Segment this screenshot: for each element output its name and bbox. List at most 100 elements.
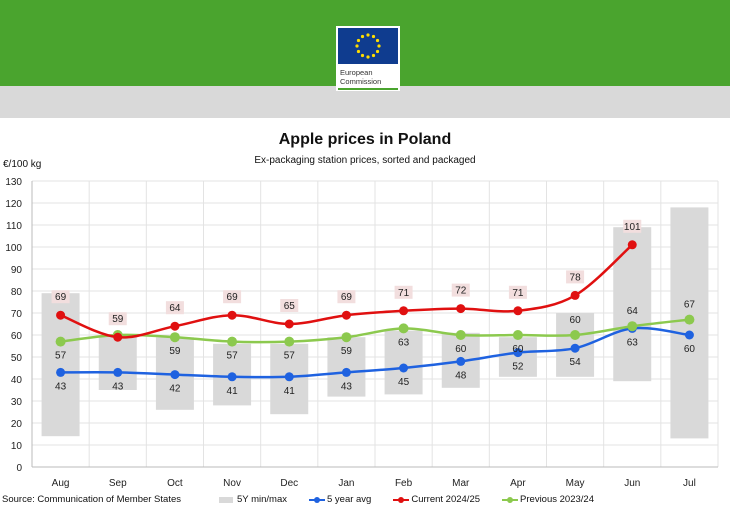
x-tick-label: Nov <box>223 478 241 489</box>
data-label-avg: 54 <box>570 357 582 368</box>
data-point-previous <box>284 336 295 347</box>
x-tick-label: Jan <box>338 478 354 489</box>
x-tick-label: Sep <box>109 478 127 489</box>
data-point-previous <box>455 330 466 340</box>
data-label-current: 101 <box>624 222 641 233</box>
data-label-avg: 43 <box>112 381 124 392</box>
y-axis-label: €/100 kg <box>3 159 42 170</box>
data-label-avg: 41 <box>284 386 296 397</box>
x-tick-label: Feb <box>395 478 413 489</box>
data-point-avg <box>399 363 409 373</box>
data-point-avg <box>284 372 294 382</box>
legend-avg: 5 year avg <box>308 494 371 505</box>
data-label-current: 72 <box>455 286 467 297</box>
data-label-current: 65 <box>284 301 296 312</box>
data-point-avg <box>113 367 123 377</box>
data-point-previous <box>55 336 66 347</box>
data-point-current <box>399 306 409 316</box>
y-tick-label: 30 <box>11 397 23 408</box>
data-label-previous: 59 <box>169 346 181 357</box>
european-commission-logo: European Commission <box>336 26 400 91</box>
x-tick-label: Jul <box>683 478 696 489</box>
data-label-current: 78 <box>570 272 582 283</box>
data-point-current <box>284 319 294 329</box>
y-tick-label: 70 <box>11 309 23 320</box>
data-label-current: 59 <box>112 314 124 325</box>
header-strip <box>0 86 730 118</box>
data-point-current <box>113 332 123 342</box>
data-point-avg <box>513 348 523 358</box>
y-tick-label: 40 <box>11 375 23 386</box>
data-label-bg <box>223 290 242 304</box>
band-bar <box>384 330 423 395</box>
data-label-avg: 45 <box>398 377 410 388</box>
data-point-previous <box>627 321 638 332</box>
data-point-current <box>570 290 580 300</box>
data-label-previous: 67 <box>684 300 696 311</box>
data-point-current <box>513 306 523 316</box>
data-label-previous: 63 <box>398 337 410 348</box>
data-label-previous: 57 <box>55 351 67 362</box>
data-label-avg: 42 <box>169 384 181 395</box>
data-label-previous: 57 <box>284 351 296 362</box>
y-tick-label: 120 <box>5 199 22 210</box>
data-label-current: 71 <box>398 288 410 299</box>
data-point-previous <box>684 314 695 325</box>
x-tick-label: Dec <box>280 478 298 489</box>
legend-current: Current 2024/25 <box>393 494 480 505</box>
x-tick-label: May <box>566 478 585 489</box>
data-label-avg: 43 <box>55 381 67 392</box>
data-label-bg <box>451 283 470 297</box>
x-tick-label: Jun <box>624 478 640 489</box>
y-tick-label: 110 <box>6 221 22 232</box>
series-line-avg <box>60 326 690 379</box>
y-tick-label: 50 <box>11 353 23 364</box>
data-point-current <box>227 310 237 320</box>
data-point-previous <box>398 323 409 334</box>
x-tick-label: Mar <box>452 478 470 489</box>
data-point-previous <box>169 332 180 343</box>
data-label-avg: 48 <box>455 370 467 381</box>
data-label-previous: 60 <box>455 344 467 355</box>
y-tick-label: 90 <box>11 265 23 276</box>
y-tick-label: 80 <box>11 287 23 298</box>
band-bar <box>613 227 652 382</box>
source-note: Source: Communication of Member States <box>2 494 181 505</box>
y-tick-label: 20 <box>11 419 23 430</box>
data-label-avg: 63 <box>627 337 639 348</box>
data-point-previous <box>570 330 581 340</box>
data-label-previous: 64 <box>627 306 639 317</box>
chart-title: Apple prices in Poland <box>278 131 452 148</box>
data-label-avg: 43 <box>341 381 353 392</box>
data-point-previous <box>341 332 352 343</box>
data-label-bg <box>394 285 413 299</box>
data-point-avg <box>570 343 580 353</box>
data-point-current <box>56 310 66 320</box>
legend-band: 5Y min/max <box>219 494 287 505</box>
data-point-previous <box>512 330 523 340</box>
data-label-bg <box>165 301 184 315</box>
data-label-previous: 59 <box>341 346 353 357</box>
data-label-bg <box>51 290 70 304</box>
data-label-current: 69 <box>341 292 353 303</box>
legend-previous: Previous 2023/24 <box>502 494 594 505</box>
data-label-bg <box>566 270 585 284</box>
logo-text: European Commission <box>340 68 382 86</box>
data-label-bg <box>508 285 527 299</box>
data-point-avg <box>341 367 351 377</box>
y-tick-label: 130 <box>5 177 22 188</box>
data-label-current: 69 <box>55 292 67 303</box>
x-tick-label: Aug <box>52 478 70 489</box>
data-label-avg: 52 <box>512 362 524 373</box>
legend: Source: Communication of Member States 5… <box>2 494 594 505</box>
band-bar <box>98 335 137 390</box>
data-point-current <box>170 321 180 331</box>
data-point-current <box>456 304 466 314</box>
data-label-previous: 60 <box>570 315 582 326</box>
x-tick-label: Oct <box>167 478 183 489</box>
data-point-current <box>341 310 351 320</box>
data-label-current: 69 <box>227 292 239 303</box>
data-point-avg <box>684 330 694 340</box>
x-tick-label: Apr <box>510 478 526 489</box>
data-label-bg <box>337 290 356 304</box>
